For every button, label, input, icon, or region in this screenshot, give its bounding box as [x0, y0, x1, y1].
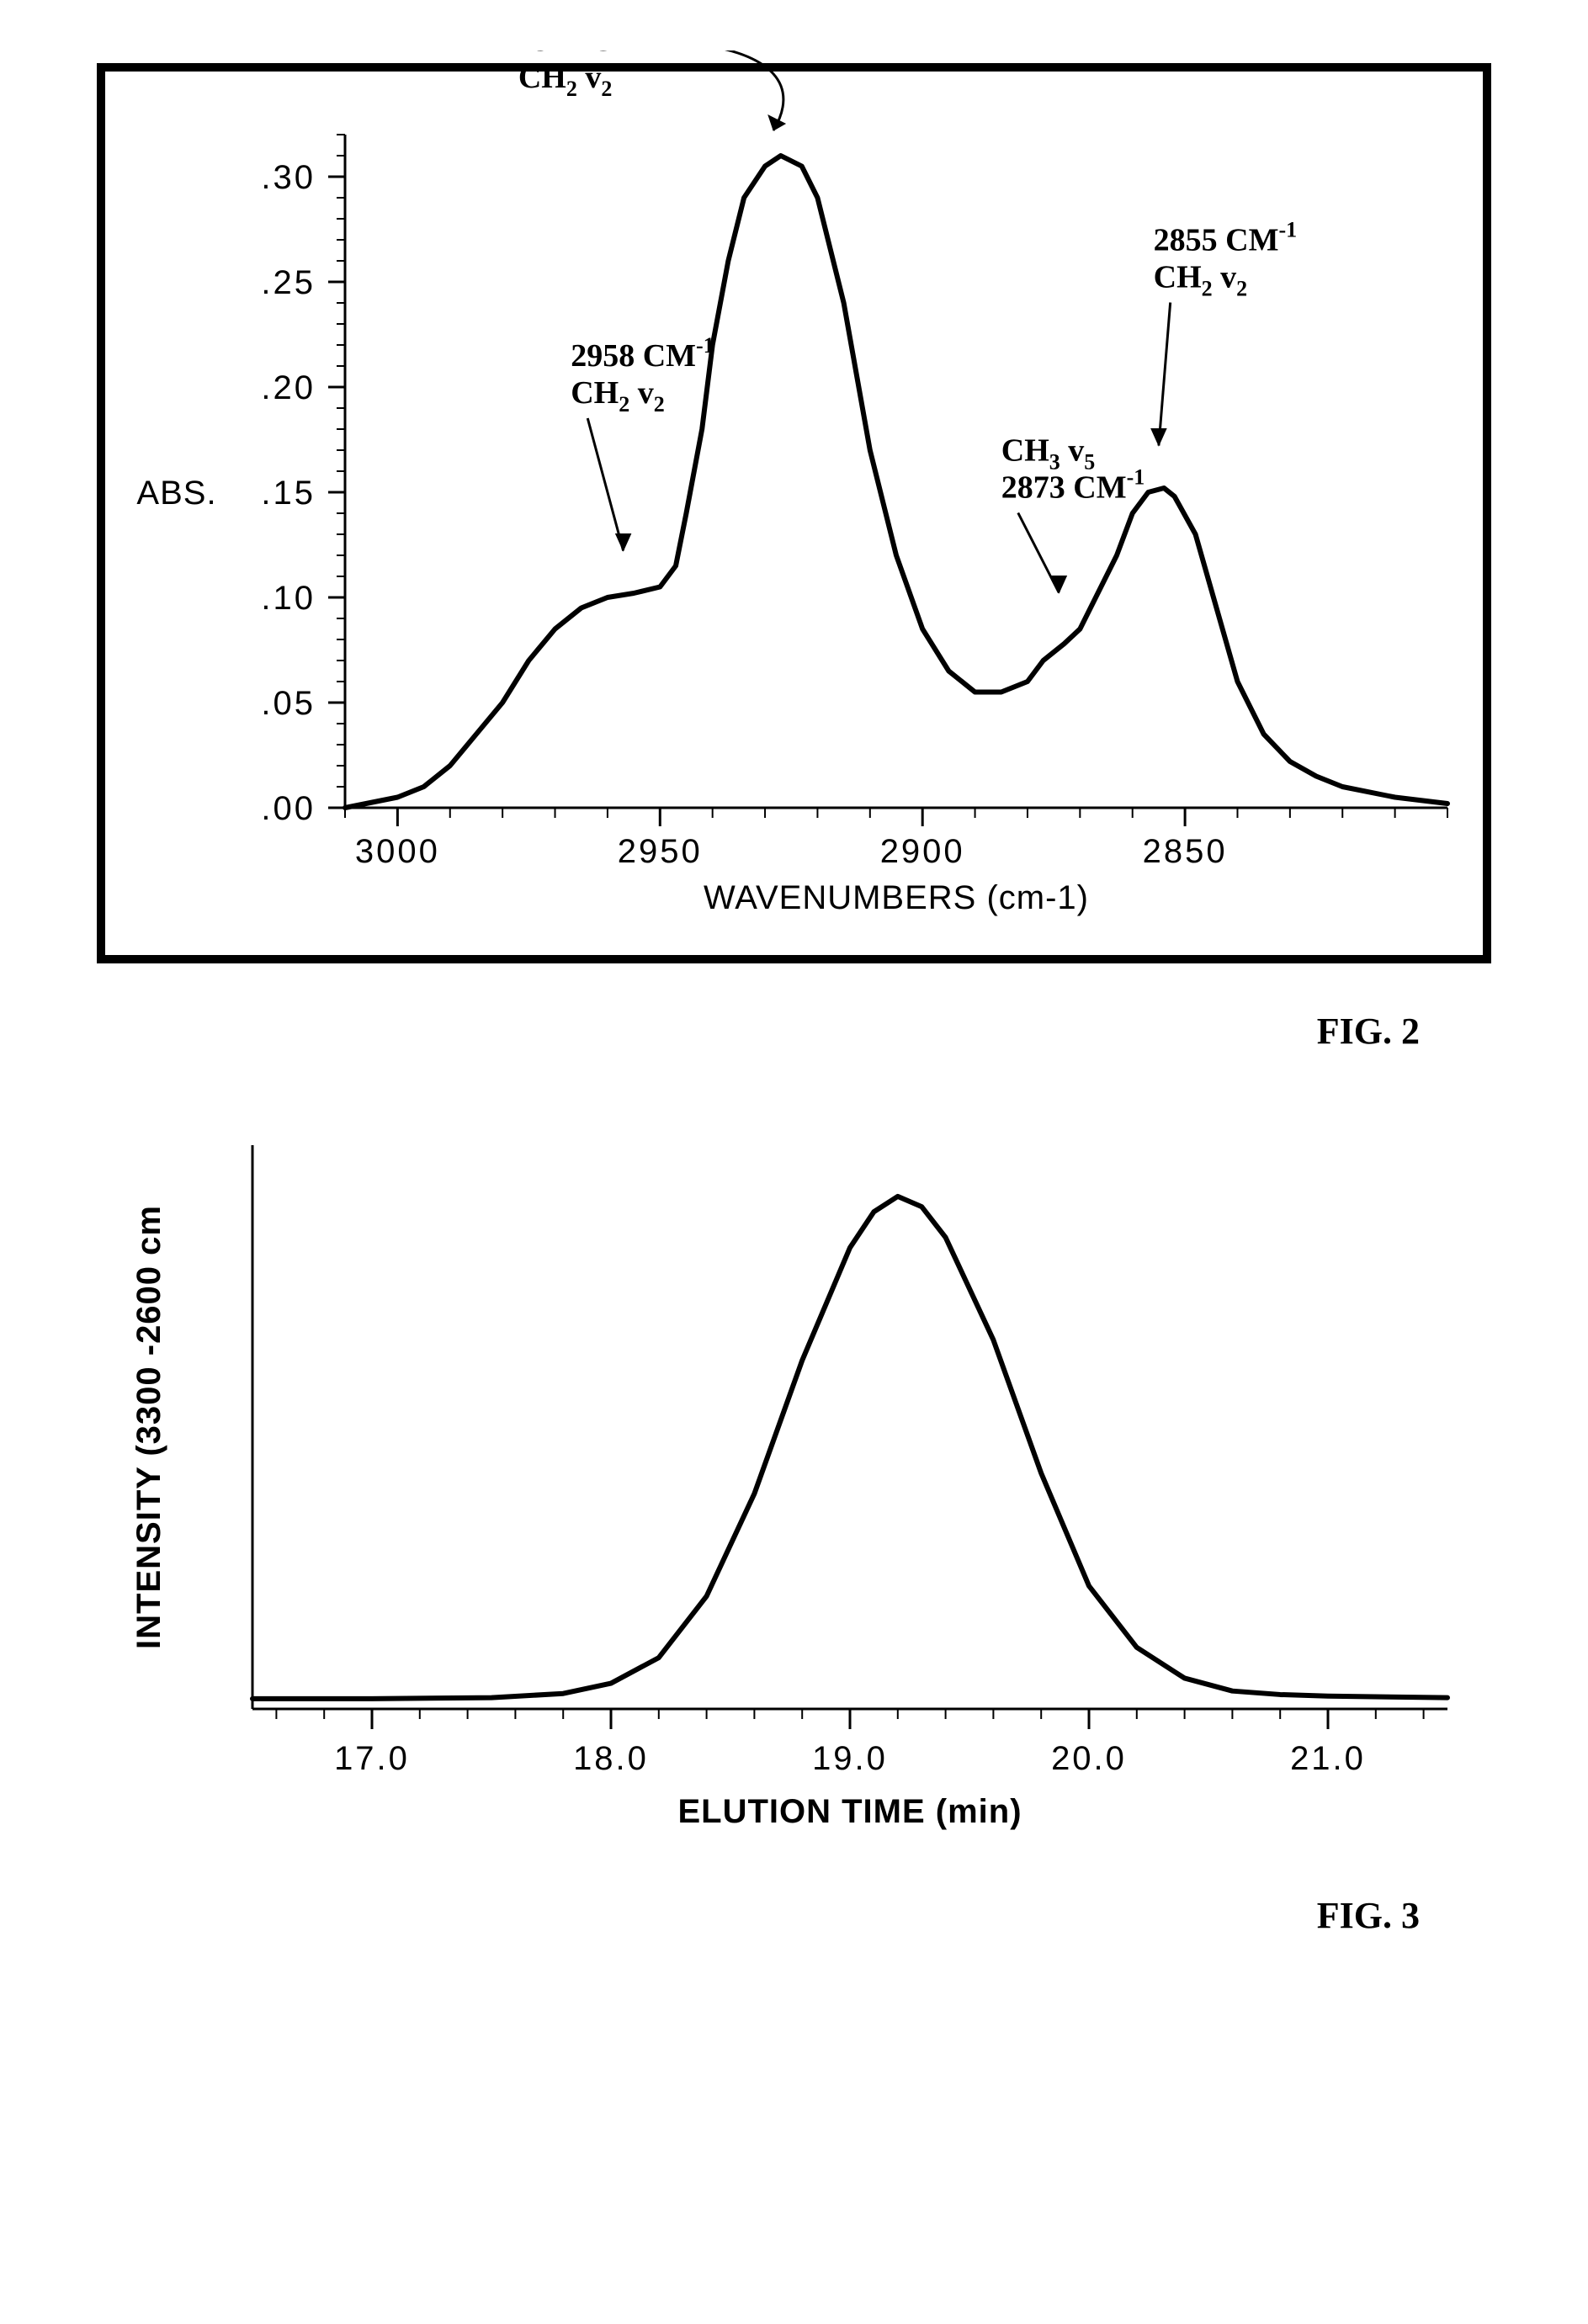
fig3-chart: 17.0 18.0 19.0 20.0 21.0 ELUTION TIME (min) IN…: [84, 1103, 1504, 1860]
svg-text:CH2 v2: CH2 v2: [1154, 260, 1248, 301]
fig2-chart: .00 .05 .10 .15 .20 .25 .30 3000 2950 2900 2850 WAV…: [84, 50, 1504, 976]
fig3-xtick-label: 20.0: [1051, 1740, 1127, 1777]
fig2-ytick-label: .00: [261, 790, 316, 827]
fig2-ytick-label: .15: [261, 475, 316, 512]
fig2-caption: FIG. 2: [84, 1010, 1420, 1053]
fig2-xtick-label: 2950: [618, 833, 703, 870]
fig2-ytick-label: .25: [261, 264, 316, 301]
fig2-annotation-a2: 2958 CM-1CH2 v2: [571, 333, 714, 551]
fig2-annotation-a4: 2855 CM-1CH2 v2: [1151, 218, 1297, 446]
fig2-xtick-label: 2850: [1143, 833, 1228, 870]
svg-text:CH3 v5: CH3 v5: [1001, 433, 1096, 475]
fig2-ytick-label: .20: [261, 369, 316, 406]
fig3-xtick-label: 18.0: [573, 1740, 649, 1777]
svg-text:CH2 v2: CH2 v2: [571, 375, 665, 417]
fig2-annotation-a3: CH3 v52873 CM-1: [1001, 433, 1145, 593]
fig3-xtick-label: 19.0: [812, 1740, 888, 1777]
fig2-ytick-label: .05: [261, 685, 316, 722]
fig2-ylabel: ABS.: [136, 475, 216, 512]
fig3-curve: [252, 1196, 1447, 1699]
svg-text:2873 CM-1: 2873 CM-1: [1001, 465, 1145, 506]
fig2-xtick-label: 2900: [880, 833, 965, 870]
fig3-ylabel: INTENSITY (3300 -2600 cm: [130, 1205, 167, 1649]
svg-text:2927 CM-1: 2927 CM-1: [518, 50, 661, 58]
fig3-xtick-label: 17.0: [334, 1740, 410, 1777]
fig2-xlabel: WAVENUMBERS (cm-1): [704, 879, 1089, 916]
fig3-xlabel: ELUTION TIME (min): [677, 1793, 1022, 1830]
fig2-curve: [345, 156, 1447, 808]
svg-text:CH2 v2: CH2 v2: [518, 60, 613, 101]
svg-text:2855 CM-1: 2855 CM-1: [1154, 218, 1297, 258]
fig2-ytick-label: .30: [261, 159, 316, 196]
fig2-annotation-a1: 2927 CM-1 CH2 v2: [518, 50, 785, 130]
fig2-xtick-label: 3000: [355, 833, 440, 870]
fig2-container: .00 .05 .10 .15 .20 .25 .30 3000 2950 2900 2850 WAV…: [84, 50, 1504, 976]
fig3-caption: FIG. 3: [84, 1894, 1420, 1937]
fig3-container: 17.0 18.0 19.0 20.0 21.0 ELUTION TIME (min) IN…: [84, 1103, 1504, 1860]
svg-text:2958 CM-1: 2958 CM-1: [571, 333, 714, 374]
fig2-ytick-label: .10: [261, 580, 316, 617]
fig3-xtick-label: 21.0: [1290, 1740, 1366, 1777]
